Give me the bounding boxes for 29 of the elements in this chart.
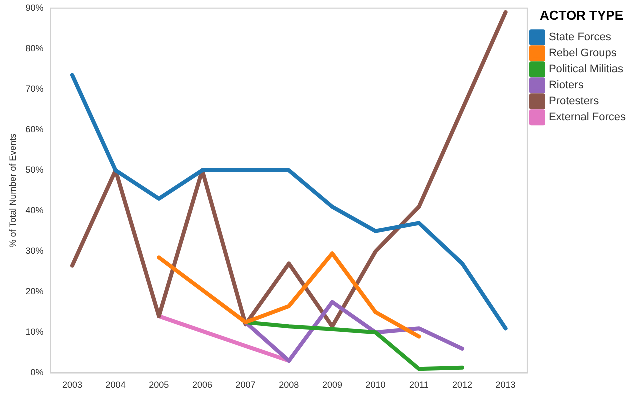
y-tick-label: 10% bbox=[26, 327, 44, 338]
x-tick-label: 2013 bbox=[496, 380, 516, 390]
y-tick-label: 0% bbox=[30, 368, 44, 378]
x-tick-label: 2005 bbox=[149, 380, 170, 390]
x-tick-label: 2011 bbox=[409, 380, 429, 390]
y-axis-title: % of Total Number of Events bbox=[8, 133, 18, 248]
y-tick-label: 60% bbox=[26, 124, 44, 134]
y-tick-label: 80% bbox=[26, 43, 44, 54]
legend-label: Rioters bbox=[548, 80, 584, 92]
legend-title: ACTOR TYPE bbox=[540, 8, 624, 24]
y-tick-label: 50% bbox=[26, 165, 44, 176]
legend-label: Protesters bbox=[548, 96, 600, 108]
legend-label: Rebel Groups bbox=[548, 48, 618, 60]
y-tick-label: 70% bbox=[26, 84, 44, 94]
y-tick-label: 20% bbox=[26, 286, 44, 297]
legend-label: State Forces bbox=[548, 32, 612, 44]
y-tick-label: 90% bbox=[26, 2, 44, 13]
x-tick-label: 2004 bbox=[106, 380, 126, 390]
legend-label: External Forces bbox=[548, 112, 626, 124]
x-tick-label: 2008 bbox=[279, 380, 300, 390]
y-tick-label: 30% bbox=[26, 246, 44, 256]
x-tick-label: 2010 bbox=[366, 380, 386, 390]
x-tick-label: 2012 bbox=[452, 380, 472, 390]
legend-label: Political Militias bbox=[548, 64, 624, 76]
x-tick-label: 2007 bbox=[236, 380, 256, 390]
x-tick-label: 2006 bbox=[192, 380, 212, 390]
y-tick-label: 40% bbox=[26, 206, 44, 216]
x-tick-label: 2009 bbox=[322, 380, 342, 390]
x-tick-label: 2003 bbox=[62, 380, 82, 390]
